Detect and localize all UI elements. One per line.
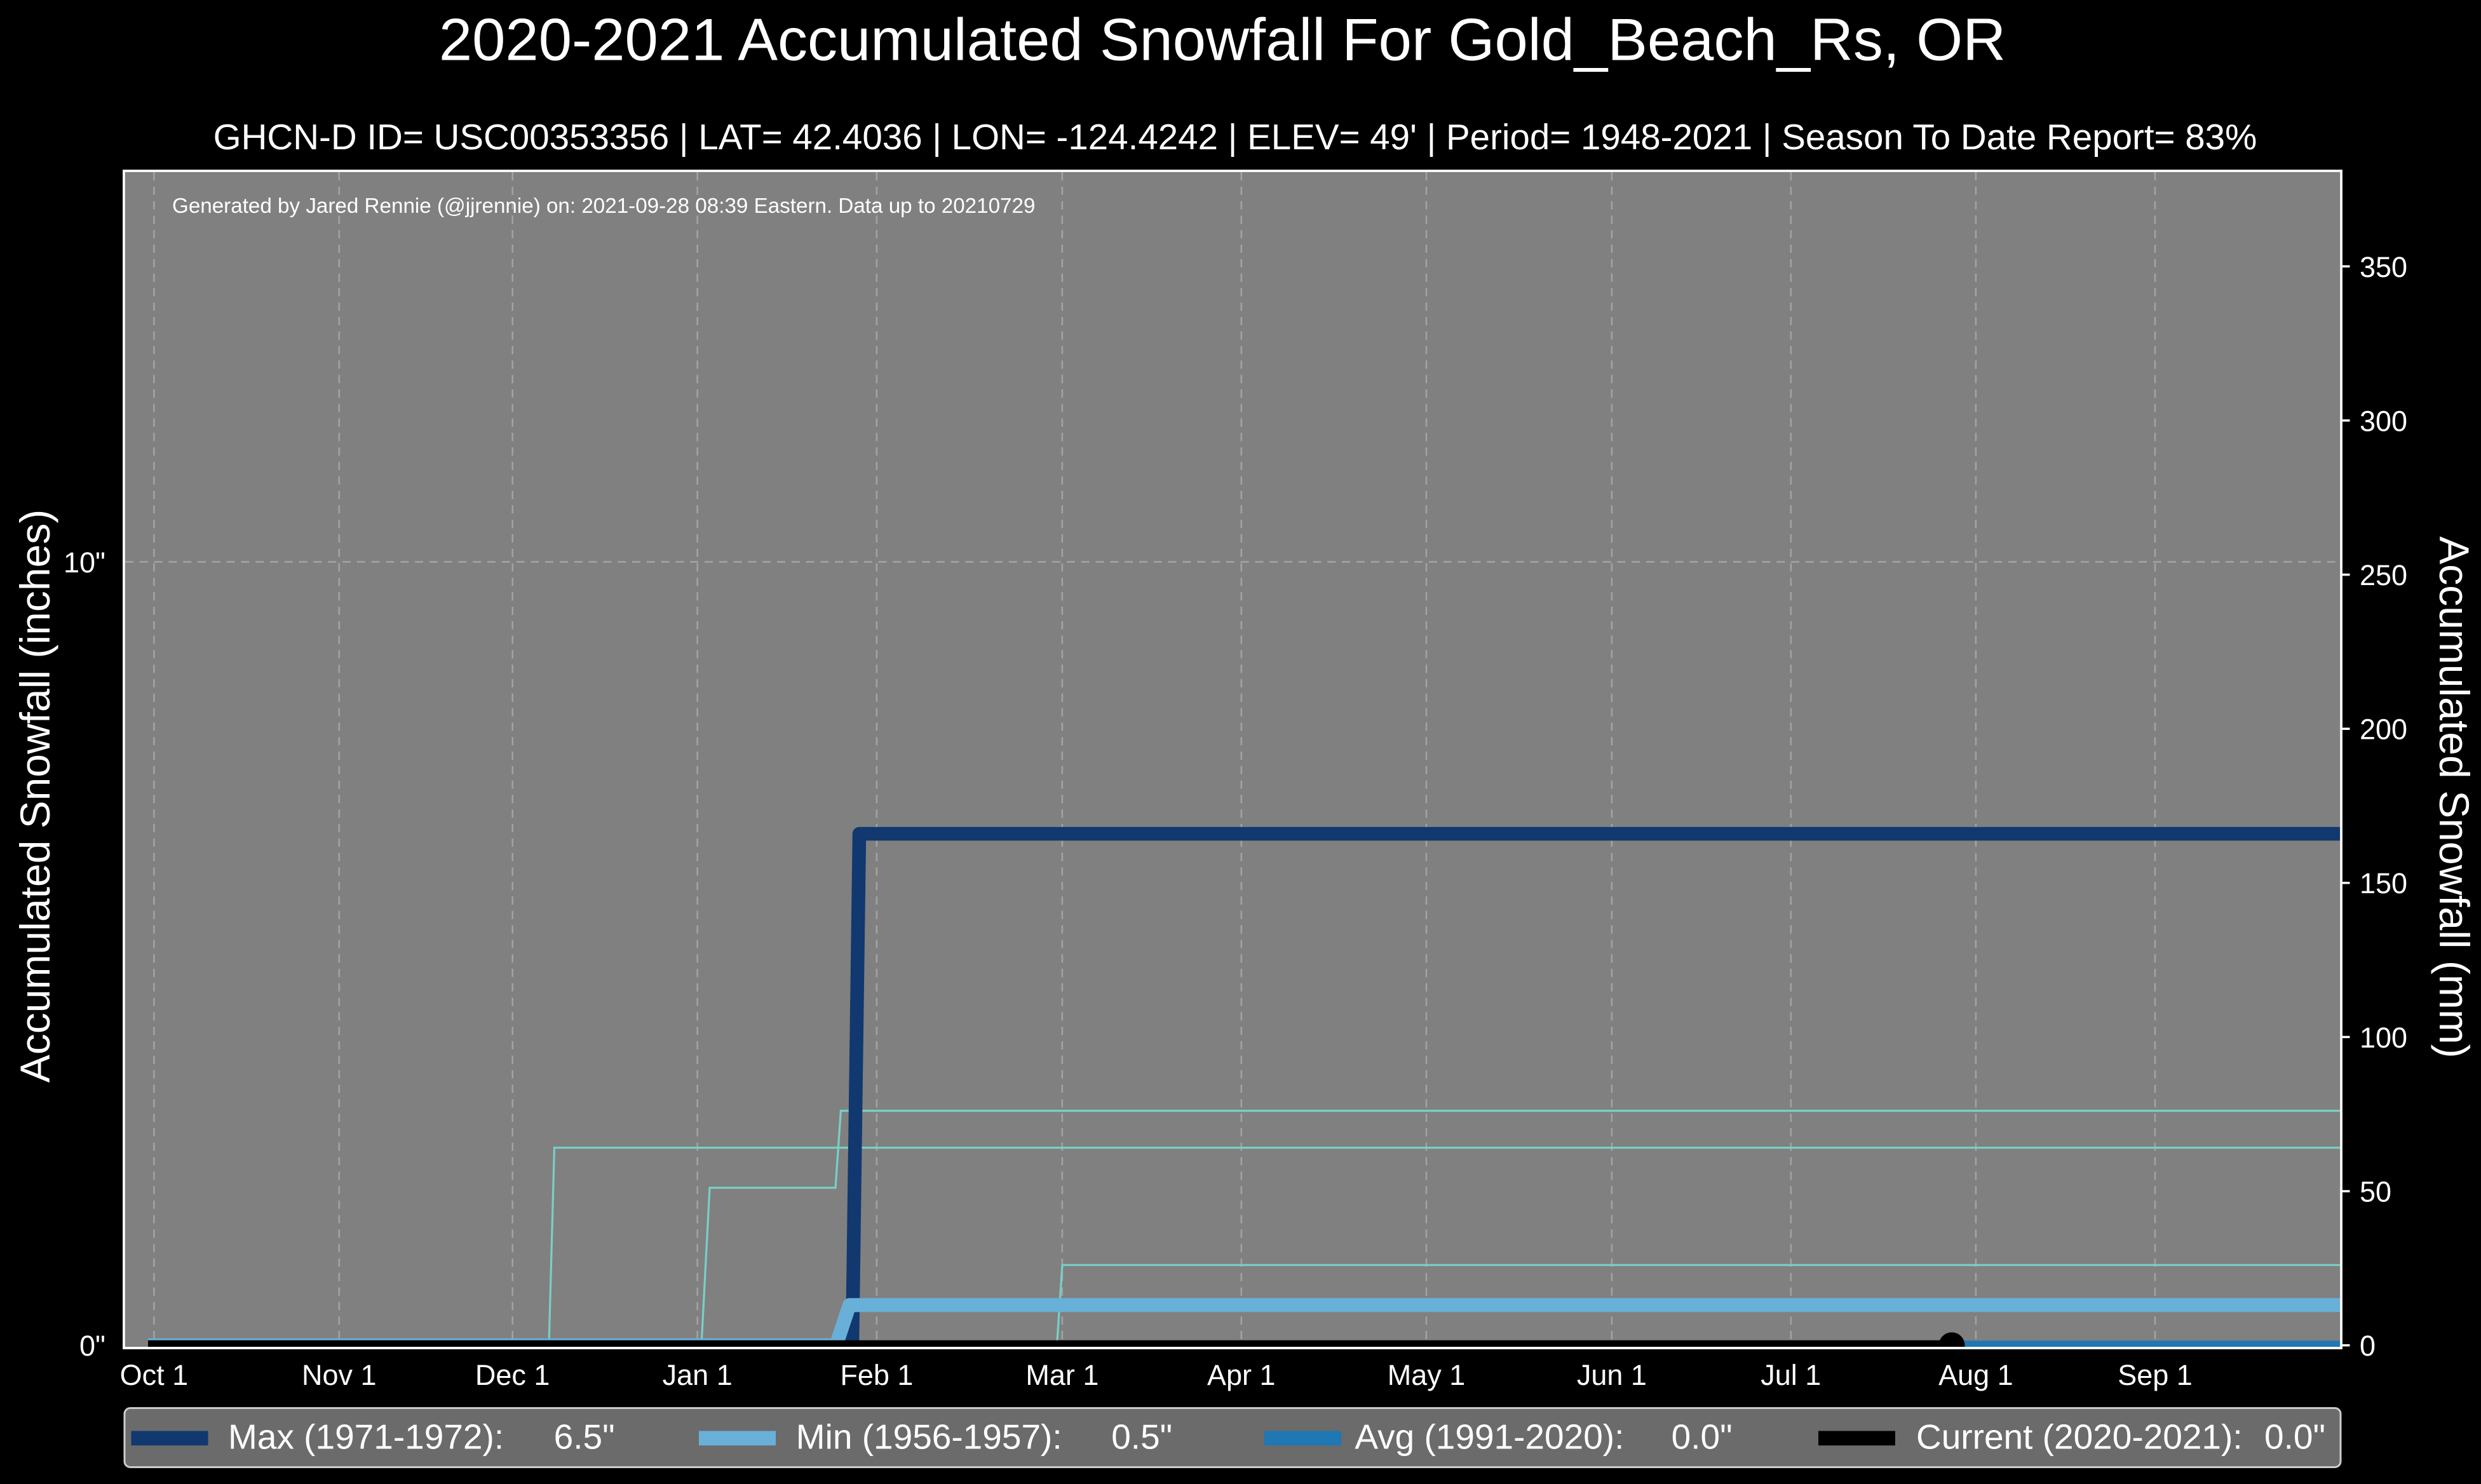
svg-text:Current (2020-2021):: Current (2020-2021): [1916, 1417, 2243, 1457]
svg-text:0: 0 [2360, 1330, 2376, 1362]
svg-text:0.5": 0.5" [1111, 1417, 1172, 1457]
svg-text:50: 50 [2360, 1176, 2391, 1208]
svg-text:May 1: May 1 [1388, 1359, 1466, 1391]
svg-text:0": 0" [79, 1330, 105, 1362]
svg-text:Jun 1: Jun 1 [1577, 1359, 1647, 1391]
svg-text:Nov 1: Nov 1 [302, 1359, 377, 1391]
svg-text:Accumulated Snowfall (mm): Accumulated Snowfall (mm) [2431, 536, 2478, 1058]
svg-text:2020-2021 Accumulated Snowfall: 2020-2021 Accumulated Snowfall For Gold_… [439, 6, 2006, 73]
svg-text:10": 10" [64, 546, 105, 579]
svg-text:Oct 1: Oct 1 [120, 1359, 189, 1391]
svg-text:200: 200 [2360, 713, 2407, 746]
svg-text:350: 350 [2360, 251, 2407, 283]
svg-text:Aug 1: Aug 1 [1938, 1359, 2013, 1391]
svg-text:Min (1956-1957):: Min (1956-1957): [796, 1417, 1062, 1457]
svg-text:250: 250 [2360, 559, 2407, 591]
svg-text:Jan 1: Jan 1 [663, 1359, 733, 1391]
svg-text:0.0": 0.0" [2264, 1417, 2325, 1457]
svg-text:Mar 1: Mar 1 [1025, 1359, 1099, 1391]
svg-text:GHCN-D ID= USC00353356 | LAT=: GHCN-D ID= USC00353356 | LAT= 42.4036 | … [213, 117, 2257, 157]
svg-text:Apr 1: Apr 1 [1207, 1359, 1276, 1391]
svg-text:0.0": 0.0" [1672, 1417, 1733, 1457]
svg-text:Feb 1: Feb 1 [840, 1359, 913, 1391]
svg-text:150: 150 [2360, 867, 2407, 900]
svg-text:Max (1971-1972):: Max (1971-1972): [228, 1417, 504, 1457]
svg-text:Avg (1991-2020):: Avg (1991-2020): [1355, 1417, 1624, 1457]
svg-text:Sep 1: Sep 1 [2118, 1359, 2193, 1391]
svg-text:Dec 1: Dec 1 [475, 1359, 550, 1391]
svg-text:100: 100 [2360, 1022, 2407, 1054]
svg-text:6.5": 6.5" [554, 1417, 615, 1457]
svg-text:Jul 1: Jul 1 [1761, 1359, 1821, 1391]
svg-text:Accumulated Snowfall (inches): Accumulated Snowfall (inches) [11, 509, 58, 1083]
svg-text:300: 300 [2360, 405, 2407, 437]
svg-text:Generated by Jared Rennie (@jj: Generated by Jared Rennie (@jjrennie) on… [172, 194, 1035, 218]
